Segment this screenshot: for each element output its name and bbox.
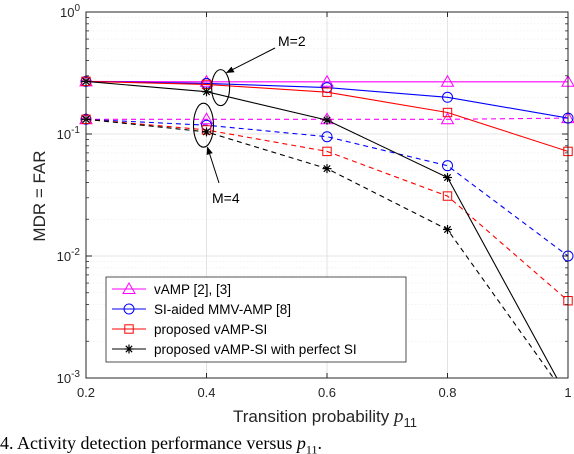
- data-point: [442, 160, 453, 172]
- figure-caption: 4. Activity detection performance versus…: [0, 433, 574, 454]
- annotation-arrow-m4: [206, 146, 220, 184]
- x-axis-label: Transition probability p11: [233, 406, 417, 430]
- data-point: [199, 112, 214, 125]
- caption-end: .: [317, 433, 322, 453]
- data-point: [199, 74, 214, 87]
- data-point: [321, 131, 333, 143]
- data-point: [322, 87, 332, 97]
- asterisk-stroke: [443, 173, 452, 182]
- data-point: [322, 164, 332, 174]
- x-tick-labels: 0.2 0.4 0.6 0.8 1: [77, 385, 572, 400]
- series-line-m4: [86, 118, 568, 257]
- annotation-ellipse-m4: [192, 102, 215, 148]
- annotation-label-m4: M=4: [212, 190, 240, 206]
- legend-label: proposed vAMP-SI with perfect SI: [154, 342, 357, 357]
- legend-entry: SI-aided MMV-AMP [8]: [112, 302, 291, 317]
- y-tick-labels: 100 10-1 10-2 10-3: [57, 3, 81, 386]
- legend-marker: [123, 303, 135, 315]
- legend-entry: vAMP [2], [3]: [112, 281, 231, 297]
- caption-symbol: p: [296, 433, 306, 453]
- x-tick-label: 0.4: [197, 385, 215, 400]
- asterisk-stroke: [323, 165, 331, 173]
- x-tick-label: 0.6: [318, 385, 336, 400]
- legend-entry: proposed vAMP-SI with perfect SI: [112, 342, 357, 357]
- data-point: [322, 115, 332, 125]
- series-1: [79, 74, 574, 125]
- y-tick-label: 10-2: [57, 247, 81, 264]
- series-line-m2: [86, 80, 568, 152]
- annotation-arrow-m2: [225, 47, 276, 74]
- data-point: [322, 146, 332, 157]
- asterisk-stroke: [202, 128, 211, 136]
- chart: 0.2 0.4 0.6 0.8 1 100 10-1 10-2 10-3 Transition…: [30, 3, 574, 430]
- y-tick-label: 10-3: [57, 369, 81, 386]
- data-point: [440, 74, 455, 87]
- data-point: [442, 191, 453, 201]
- y-tick-label: 10-1: [57, 125, 81, 142]
- y-axis-label: MDR = FAR: [30, 150, 49, 241]
- asterisk-stroke: [323, 116, 331, 124]
- data-point: [442, 91, 453, 103]
- annotation-label-m2: M=2: [278, 33, 306, 49]
- annotations: M=2 M=4: [192, 33, 306, 206]
- series-line-m4: [86, 118, 568, 302]
- legend: vAMP [2], [3] SI-aided MMV-AMP [8] propose…: [105, 276, 407, 363]
- data-point: [202, 87, 211, 97]
- legend-label: SI-aided MMV-AMP [8]: [154, 302, 291, 317]
- data-point: [440, 112, 455, 125]
- data-point: [202, 127, 211, 137]
- legend-entry: proposed vAMP-SI: [112, 322, 267, 337]
- y-tick-label: 100: [60, 3, 80, 20]
- tick-marks: [85, 12, 569, 379]
- legend-box: [105, 276, 407, 363]
- caption-text: 4. Activity detection performance versus: [0, 433, 293, 453]
- data-point: [443, 172, 452, 182]
- data-point: [320, 74, 334, 87]
- legend-marker: [124, 324, 134, 334]
- legend-label: vAMP [2], [3]: [154, 282, 231, 297]
- caption-subscript: 11: [305, 442, 318, 454]
- legend-label: proposed vAMP-SI: [154, 322, 267, 337]
- x-tick-label: 1: [564, 385, 571, 400]
- asterisk-stroke: [443, 225, 452, 234]
- asterisk-stroke: [125, 345, 133, 353]
- data-point: [442, 107, 453, 118]
- legend-marker: [124, 344, 134, 354]
- x-tick-label: 0.8: [438, 385, 456, 400]
- legend-marker: [122, 281, 136, 294]
- asterisk-stroke: [202, 88, 211, 96]
- x-tick-label: 0.2: [77, 385, 95, 400]
- data-point: [443, 224, 452, 234]
- annotation-ellipse-m2: [211, 69, 231, 107]
